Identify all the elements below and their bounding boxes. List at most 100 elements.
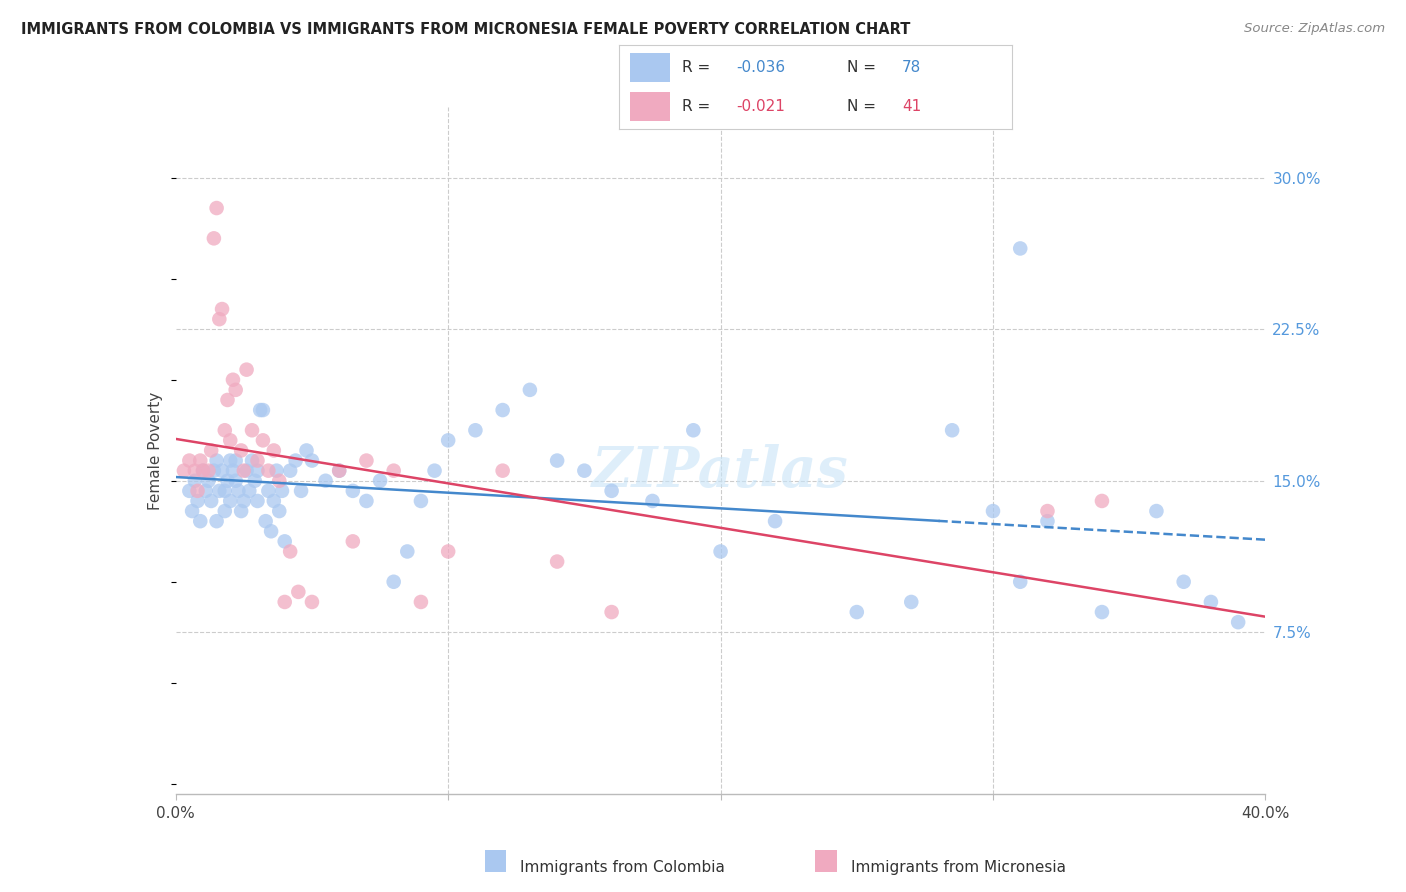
Point <box>260 524 283 539</box>
Point <box>682 423 704 437</box>
Point <box>1199 595 1222 609</box>
Point <box>208 312 231 326</box>
Text: ZIPatlas: ZIPatlas <box>592 443 849 499</box>
Point <box>284 453 307 467</box>
Point <box>257 464 280 478</box>
Point <box>763 514 786 528</box>
Point <box>211 464 233 478</box>
Point <box>240 453 263 467</box>
Point <box>252 434 274 448</box>
Point <box>356 494 378 508</box>
Point <box>231 443 253 458</box>
Y-axis label: Female Poverty: Female Poverty <box>148 392 163 509</box>
Point <box>219 494 242 508</box>
Point <box>437 434 460 448</box>
Bar <box>630 92 669 120</box>
Point <box>492 403 515 417</box>
Point <box>191 464 214 478</box>
Point <box>1036 504 1059 518</box>
Point <box>181 504 204 518</box>
Point <box>222 464 245 478</box>
Text: N =: N = <box>846 99 880 114</box>
Point <box>492 464 515 478</box>
Point <box>232 464 254 478</box>
Point <box>200 443 222 458</box>
Point <box>191 464 214 478</box>
Point <box>274 534 297 549</box>
Point <box>254 514 277 528</box>
Point <box>194 483 217 498</box>
Point <box>368 474 391 488</box>
Text: R =: R = <box>682 60 714 75</box>
Point <box>1036 514 1059 528</box>
Point <box>252 403 274 417</box>
Point <box>546 555 568 569</box>
Point <box>382 464 405 478</box>
Point <box>600 605 623 619</box>
Point <box>290 483 312 498</box>
Point <box>184 474 207 488</box>
Text: R =: R = <box>682 99 714 114</box>
Point <box>278 544 301 558</box>
Point <box>301 453 323 467</box>
Point <box>225 474 247 488</box>
Point <box>225 453 247 467</box>
Point <box>600 483 623 498</box>
Point <box>278 464 301 478</box>
Point <box>188 514 211 528</box>
Point <box>423 464 446 478</box>
Point <box>356 453 378 467</box>
Point <box>222 373 245 387</box>
Point <box>214 483 236 498</box>
Point <box>269 504 291 518</box>
Point <box>202 231 225 245</box>
Point <box>546 453 568 467</box>
Point <box>235 362 257 376</box>
Point <box>246 453 269 467</box>
Point <box>1173 574 1195 589</box>
Point <box>1227 615 1250 630</box>
Point <box>409 595 432 609</box>
Point <box>1010 242 1032 256</box>
Point <box>641 494 664 508</box>
Point <box>900 595 922 609</box>
Point <box>243 474 266 488</box>
Point <box>295 443 318 458</box>
Point <box>274 595 297 609</box>
Point <box>214 423 236 437</box>
Point <box>1010 574 1032 589</box>
Point <box>211 301 233 316</box>
Point <box>219 453 242 467</box>
Text: Immigrants from Colombia: Immigrants from Colombia <box>520 861 725 875</box>
Point <box>197 474 219 488</box>
Point <box>845 605 868 619</box>
Point <box>257 483 280 498</box>
Point <box>315 474 337 488</box>
Point <box>200 494 222 508</box>
Point <box>287 585 309 599</box>
Point <box>342 483 364 498</box>
Point <box>232 494 254 508</box>
Point <box>519 383 541 397</box>
Point <box>208 483 231 498</box>
Point <box>263 443 285 458</box>
Point <box>1144 504 1167 518</box>
Point <box>228 483 250 498</box>
Point <box>202 464 225 478</box>
Text: N =: N = <box>846 60 880 75</box>
Text: Source: ZipAtlas.com: Source: ZipAtlas.com <box>1244 22 1385 36</box>
Point <box>409 494 432 508</box>
Text: Immigrants from Micronesia: Immigrants from Micronesia <box>851 861 1066 875</box>
Text: 41: 41 <box>903 99 921 114</box>
Text: -0.021: -0.021 <box>737 99 786 114</box>
Point <box>981 504 1004 518</box>
Point <box>205 201 228 215</box>
Point <box>179 453 201 467</box>
Point <box>238 483 260 498</box>
Text: 78: 78 <box>903 60 921 75</box>
Point <box>301 595 323 609</box>
Point <box>328 464 350 478</box>
Point <box>941 423 963 437</box>
Point <box>205 453 228 467</box>
Point <box>235 464 257 478</box>
